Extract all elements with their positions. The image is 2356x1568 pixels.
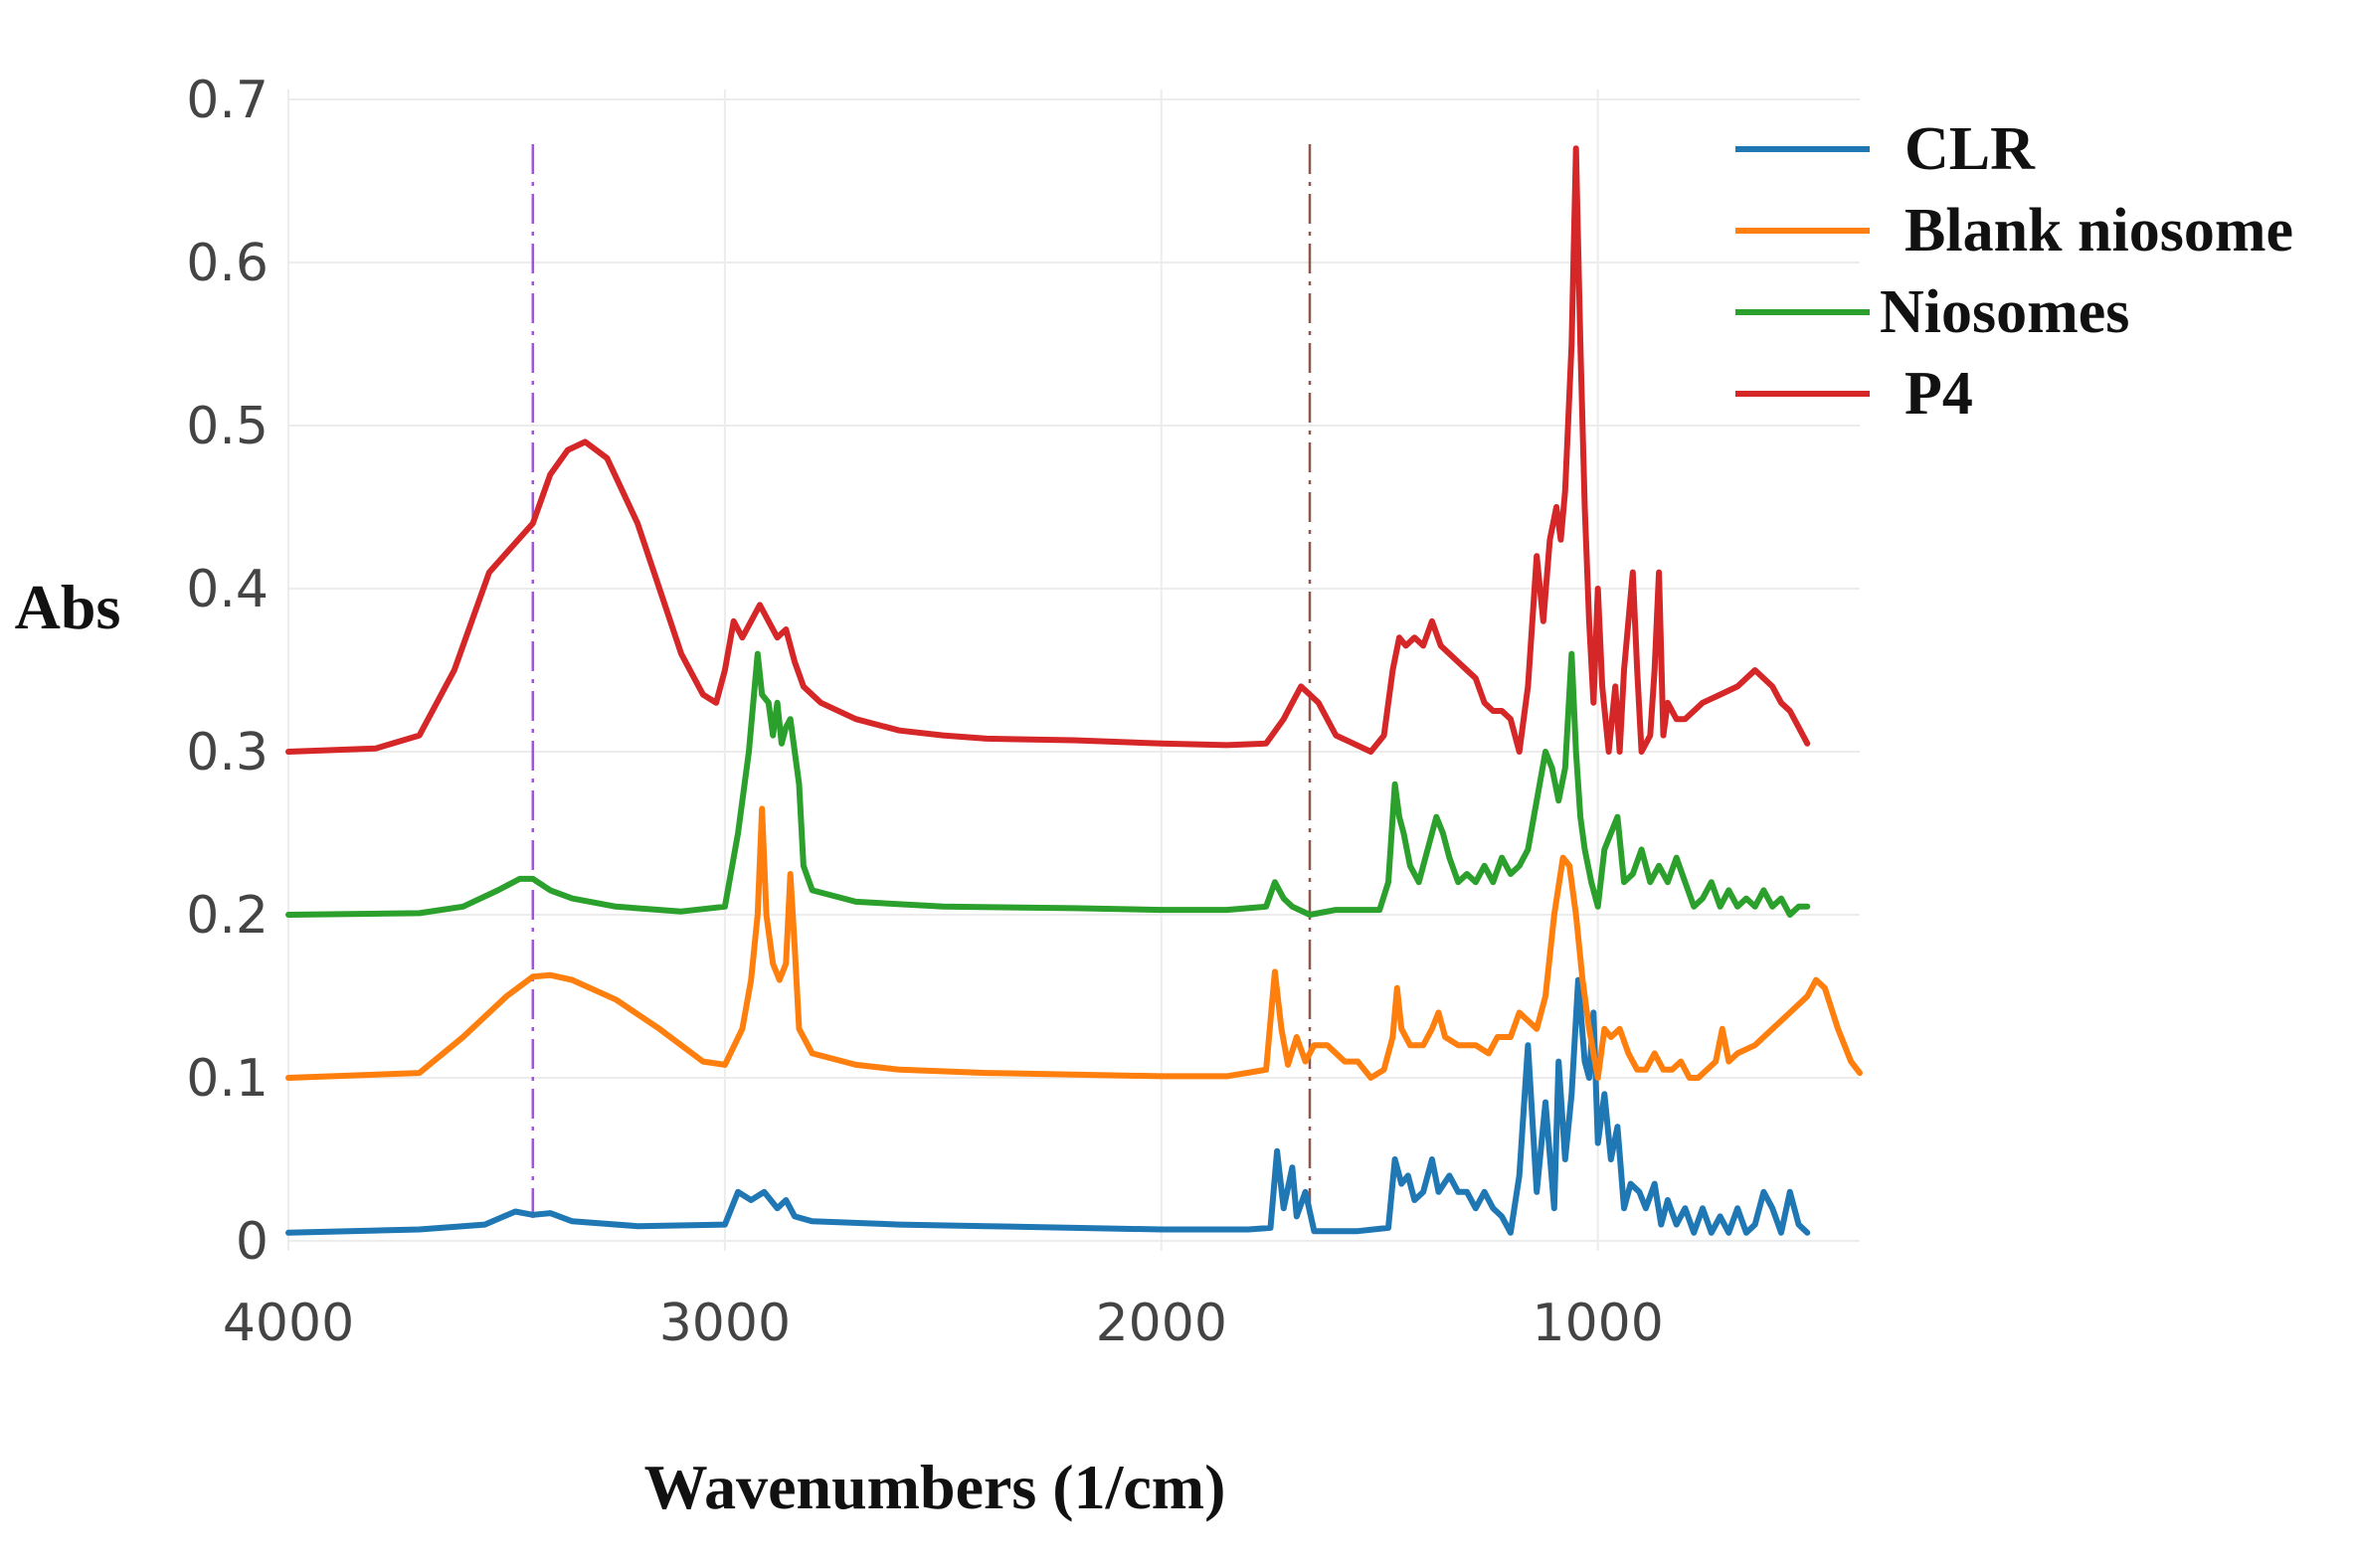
series-lines	[285, 145, 1863, 1236]
series-line-p4	[285, 145, 1811, 755]
legend-label: CLR	[1904, 115, 2036, 183]
legend-item-niosomes[interactable]: Niosomes	[1735, 278, 2129, 346]
y-tick-label: 0.2	[186, 886, 269, 946]
legend-label: P4	[1904, 360, 1973, 428]
legend-label: Blank niosome	[1904, 197, 2293, 264]
y-tick-label: 0.6	[186, 234, 269, 293]
y-tick-label: 0.1	[186, 1049, 269, 1109]
series-line-clr	[285, 976, 1811, 1236]
y-tick-label: 0.3	[186, 723, 269, 783]
x-axis-title: Wavenumbers (1/cm)	[644, 1452, 1226, 1522]
y-tick-label: 0.7	[186, 71, 269, 130]
legend-item-p4[interactable]: P4	[1735, 360, 1973, 428]
legend-item-blank-niosome[interactable]: Blank niosome	[1735, 197, 2293, 264]
vertical-markers	[531, 144, 1312, 1225]
x-tick-label: 1000	[1532, 1294, 1663, 1353]
y-tick-label: 0.5	[186, 397, 269, 456]
x-tick-label: 4000	[223, 1294, 354, 1353]
axis-ticks: 0 0.1 0.2 0.3 0.4 0.5 0.6 0.7 4000 3000 2000 1000	[186, 71, 1664, 1353]
series-line-niosomes	[285, 650, 1811, 918]
x-tick-label: 3000	[659, 1294, 791, 1353]
y-tick-label: 0	[236, 1212, 269, 1272]
legend[interactable]: CLR Blank niosome Niosomes P4	[1735, 115, 2293, 428]
y-tick-label: 0.4	[186, 560, 269, 619]
y-axis-title: Abs	[15, 572, 121, 642]
legend-item-clr[interactable]: CLR	[1735, 115, 2036, 183]
x-tick-label: 2000	[1096, 1294, 1227, 1353]
grid	[287, 89, 1860, 1251]
legend-label: Niosomes	[1880, 278, 2129, 346]
series-line-blank-niosome	[285, 805, 1863, 1081]
